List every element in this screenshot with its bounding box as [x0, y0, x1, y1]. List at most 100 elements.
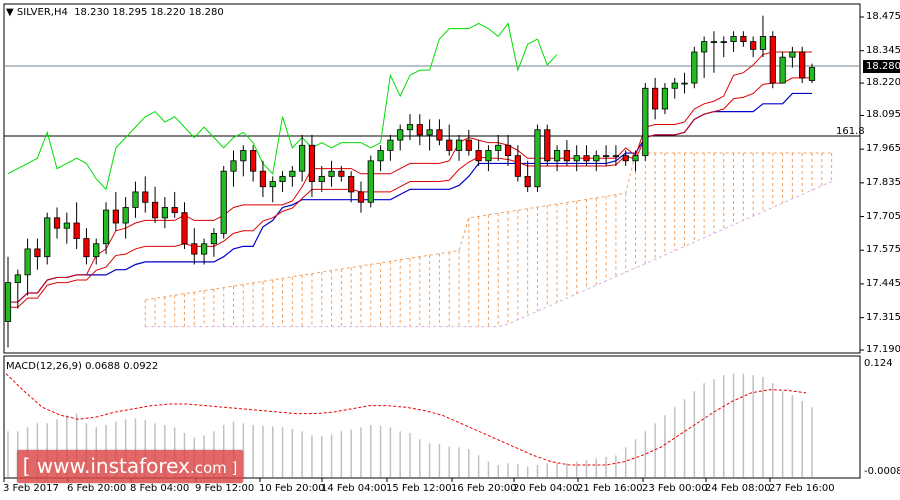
fib-level-label: 161.8 [836, 126, 865, 137]
candle[interactable] [44, 212, 51, 265]
time-tick: 15 Feb 12:00 [386, 483, 452, 494]
candle[interactable] [583, 145, 590, 167]
candle[interactable] [73, 202, 80, 249]
candle[interactable] [661, 83, 669, 115]
candle[interactable] [691, 46, 698, 89]
macd-title: MACD(12,26,9) 0.0688 0.0922 [6, 361, 159, 372]
candle[interactable] [151, 186, 159, 224]
candle[interactable] [701, 36, 708, 78]
candle[interactable] [612, 145, 619, 167]
candle[interactable] [191, 228, 198, 265]
candle[interactable] [142, 176, 149, 213]
time-tick: 24 Feb 08:00 [705, 483, 771, 494]
candle[interactable] [299, 134, 306, 182]
candle[interactable] [514, 145, 521, 182]
candle[interactable] [367, 155, 374, 208]
candle[interactable] [671, 77, 678, 99]
candle[interactable] [328, 160, 335, 187]
candle[interactable] [259, 160, 267, 198]
price-tick: 17.965 [866, 143, 900, 155]
candle[interactable] [553, 145, 561, 172]
candle[interactable] [318, 166, 325, 192]
price-tick: 18.345 [866, 44, 900, 56]
candle[interactable] [171, 191, 178, 218]
candle[interactable] [201, 238, 208, 265]
candle[interactable] [181, 202, 188, 249]
candle[interactable] [436, 119, 443, 146]
candle[interactable] [769, 31, 776, 89]
candle[interactable] [397, 124, 404, 151]
candle[interactable] [808, 63, 816, 84]
chart-title: ▼ SILVER,H4 18.230 18.295 18.220 18.280 [6, 7, 224, 18]
candle[interactable] [269, 176, 276, 203]
candle[interactable] [750, 36, 757, 58]
candle[interactable] [740, 31, 747, 47]
candle[interactable] [730, 31, 737, 52]
candle[interactable] [122, 197, 129, 239]
candle[interactable] [603, 145, 610, 167]
candle[interactable] [357, 181, 365, 213]
candle[interactable] [338, 166, 345, 182]
candle[interactable] [308, 134, 316, 198]
candle[interactable] [622, 150, 629, 167]
candle[interactable] [455, 134, 463, 161]
candle[interactable] [14, 269, 21, 309]
candle[interactable] [250, 145, 257, 182]
candle[interactable] [102, 202, 110, 255]
candle[interactable] [495, 134, 502, 161]
candle[interactable] [573, 145, 580, 172]
candle[interactable] [593, 150, 600, 172]
instaforex-watermark[interactable]: [ www.instaforex.com ] [17, 450, 243, 483]
candle[interactable] [210, 228, 217, 257]
candle[interactable] [524, 160, 531, 192]
candle[interactable] [465, 129, 472, 156]
time-tick: 10 Feb 20:00 [259, 483, 325, 494]
candle[interactable] [485, 145, 492, 172]
candle[interactable] [161, 197, 168, 229]
candle[interactable] [230, 150, 237, 187]
candle[interactable] [4, 256, 12, 348]
candle[interactable] [504, 134, 512, 167]
candle[interactable] [377, 145, 384, 172]
candle[interactable] [348, 171, 355, 203]
candle[interactable] [240, 145, 247, 177]
candle[interactable] [563, 140, 570, 167]
candle[interactable] [220, 166, 227, 239]
price-tick: 17.705 [866, 210, 900, 222]
candle[interactable] [759, 15, 767, 58]
candle[interactable] [53, 207, 61, 239]
time-tick: 14 Feb 04:00 [321, 483, 387, 494]
candle[interactable] [289, 166, 296, 187]
candle[interactable] [406, 114, 414, 141]
collapse-arrow-icon[interactable]: ▼ [6, 7, 14, 18]
candle[interactable] [279, 171, 286, 192]
current-price-badge: 18.280 [863, 60, 900, 73]
candle[interactable] [642, 83, 649, 161]
price-tick: 17.190 [866, 344, 900, 355]
candle[interactable] [446, 124, 453, 156]
candle[interactable] [632, 150, 639, 172]
candle[interactable] [34, 238, 41, 270]
candle[interactable] [24, 238, 31, 296]
candle[interactable] [544, 124, 551, 167]
candle[interactable] [475, 140, 482, 167]
candle[interactable] [132, 181, 139, 218]
candle[interactable] [426, 119, 433, 151]
candle[interactable] [93, 238, 100, 265]
time-tick: 3 Feb 2017 [3, 483, 59, 494]
candle[interactable] [799, 46, 806, 84]
candle[interactable] [681, 72, 688, 94]
candle[interactable] [720, 36, 727, 58]
candle[interactable] [416, 114, 423, 146]
candle[interactable] [387, 134, 394, 161]
candle[interactable] [710, 31, 718, 73]
candle[interactable] [112, 191, 119, 231]
time-tick: 23 Feb 00:00 [642, 483, 708, 494]
candle[interactable] [83, 228, 90, 265]
candle[interactable] [534, 124, 541, 192]
candle[interactable] [789, 46, 796, 68]
candle[interactable] [652, 77, 659, 120]
candle[interactable] [63, 212, 70, 244]
candle[interactable] [779, 51, 786, 84]
